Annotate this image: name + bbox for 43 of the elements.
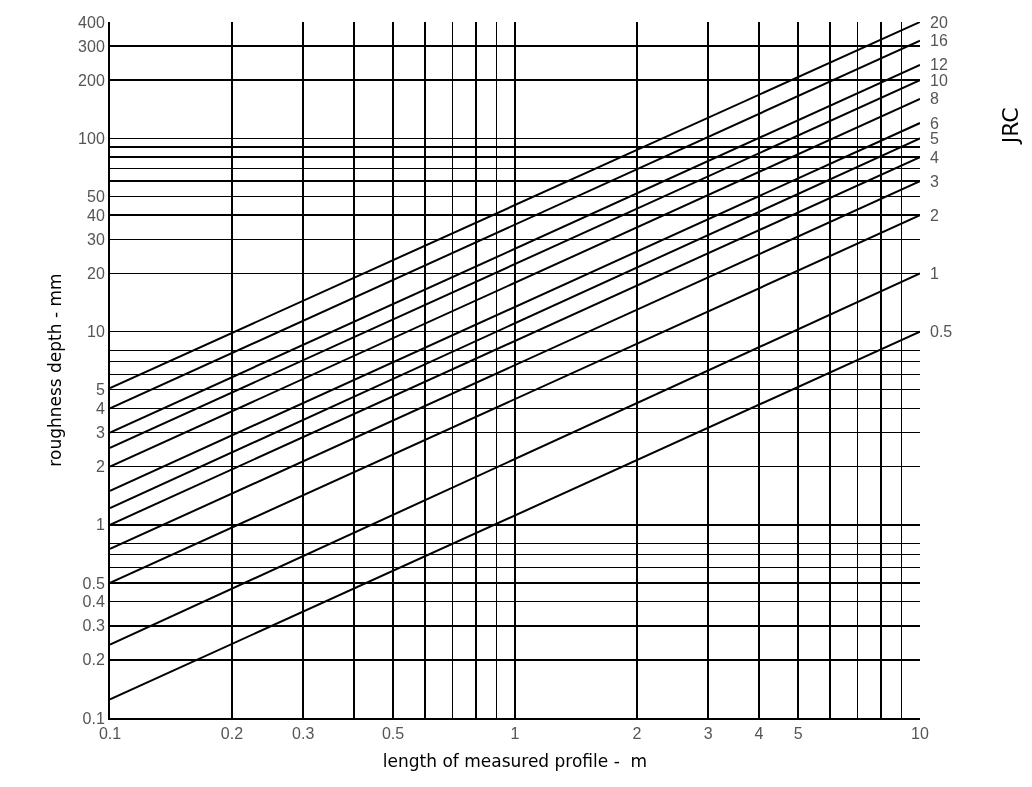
series-label: 3 bbox=[930, 173, 939, 190]
y-tick-label: 20 bbox=[87, 264, 105, 282]
y-tick-label: 400 bbox=[78, 13, 105, 31]
series-label: 10 bbox=[930, 72, 948, 89]
x-axis-title: length of measured profile - m bbox=[382, 751, 648, 772]
series-label: 0.5 bbox=[930, 323, 953, 340]
series-label: 6 bbox=[930, 115, 939, 132]
y-axis-title: roughness depth - mm bbox=[45, 273, 66, 467]
text: JRC bbox=[998, 107, 1024, 146]
y-tick-label: 0.4 bbox=[82, 593, 105, 611]
x-tick-label: 5 bbox=[793, 725, 803, 743]
y-tick-label: 100 bbox=[78, 129, 105, 147]
x-tick-label: 2 bbox=[632, 725, 642, 743]
y-tick-label: 0.2 bbox=[82, 651, 105, 669]
y-tick-label: 0.5 bbox=[82, 574, 105, 592]
x-tick-label: 3 bbox=[703, 725, 713, 743]
series-label: 4 bbox=[930, 149, 939, 166]
x-tick-label: 4 bbox=[754, 725, 764, 743]
y-tick-label: 4 bbox=[95, 400, 105, 418]
y-tick-label: 40 bbox=[87, 206, 105, 224]
x-tick-label: 10 bbox=[911, 725, 929, 743]
series-label: 8 bbox=[930, 90, 939, 107]
series-label: 20 bbox=[930, 14, 948, 31]
y-tick-label: 50 bbox=[87, 188, 105, 206]
series-label: 1 bbox=[930, 265, 939, 282]
series-label: 16 bbox=[930, 32, 948, 49]
y-tick-label: 200 bbox=[78, 71, 105, 89]
y-tick-label: 1 bbox=[95, 516, 105, 534]
series-label: 5 bbox=[930, 130, 939, 147]
y-tick-label: 0.3 bbox=[82, 617, 105, 635]
x-tick-label: 1 bbox=[510, 725, 520, 743]
y-tick-label: 10 bbox=[87, 323, 105, 341]
series-label: 2 bbox=[930, 207, 939, 224]
x-tick-label: 0.2 bbox=[220, 725, 244, 743]
y-tick-label: 300 bbox=[78, 37, 105, 55]
y-tick-label: 0.1 bbox=[82, 709, 105, 727]
series-label: 12 bbox=[930, 56, 948, 73]
y-tick-label: 30 bbox=[87, 230, 105, 248]
y-tick-label: 2 bbox=[95, 458, 105, 476]
y-tick-label: 3 bbox=[95, 424, 105, 442]
y-tick-label: 5 bbox=[95, 381, 105, 399]
x-tick-label: 0.5 bbox=[381, 725, 405, 743]
x-tick-label: 0.3 bbox=[292, 725, 315, 743]
